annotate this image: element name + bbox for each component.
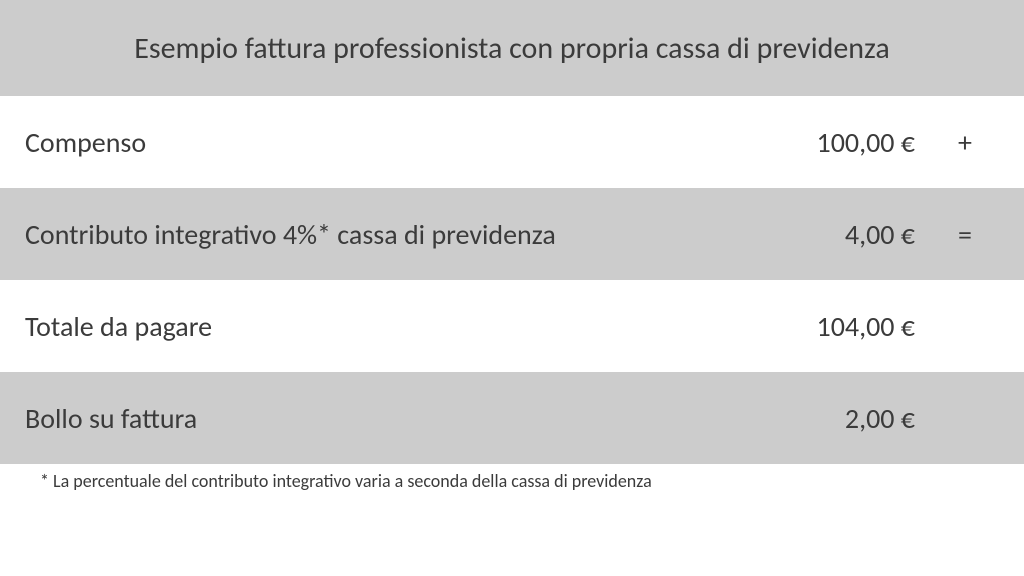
row-operator: +	[935, 125, 995, 160]
row-amount: 4,00 €	[665, 217, 935, 252]
invoice-example-table: Esempio fattura professionista con propr…	[0, 0, 1024, 576]
row-amount: 104,00 €	[665, 309, 935, 344]
row-label: Totale da pagare	[25, 309, 665, 344]
row-label: Compenso	[25, 125, 665, 160]
footnote: * La percentuale del contributo integrat…	[0, 464, 1024, 492]
row-label: Bollo su fattura	[25, 401, 665, 436]
row-amount: 2,00 €	[665, 401, 935, 436]
row-contributo: Contributo integrativo 4%* cassa di prev…	[0, 188, 1024, 280]
row-label: Contributo integrativo 4%* cassa di prev…	[25, 217, 665, 252]
row-totale: Totale da pagare 104,00 €	[0, 280, 1024, 372]
header-row: Esempio fattura professionista con propr…	[0, 0, 1024, 96]
row-amount: 100,00 €	[665, 125, 935, 160]
row-operator: =	[935, 217, 995, 252]
row-compenso: Compenso 100,00 € +	[0, 96, 1024, 188]
header-title: Esempio fattura professionista con propr…	[134, 30, 890, 67]
row-bollo: Bollo su fattura 2,00 €	[0, 372, 1024, 464]
